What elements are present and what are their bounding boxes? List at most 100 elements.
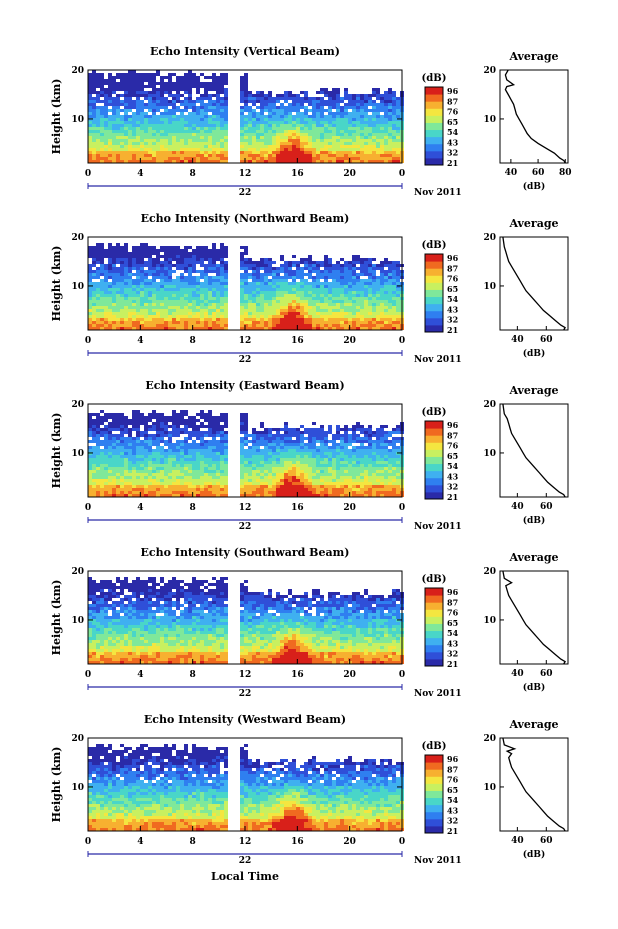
- heatmap-cell: [220, 124, 224, 127]
- heatmap-cell: [264, 303, 268, 306]
- heatmap-cell: [344, 309, 348, 312]
- heatmap-cell: [208, 416, 212, 419]
- heatmap-cell: [104, 467, 108, 470]
- heatmap-cell: [256, 121, 260, 124]
- heatmap-cell: [172, 446, 176, 449]
- heatmap-cell: [200, 118, 204, 121]
- heatmap-cell: [256, 97, 260, 100]
- heatmap-cell: [176, 76, 180, 79]
- heatmap-cell: [316, 121, 320, 124]
- heatmap-cell: [132, 318, 136, 321]
- heatmap-cell: [144, 491, 148, 494]
- heatmap-cell: [336, 88, 340, 91]
- heatmap-cell: [168, 252, 172, 255]
- heatmap-cell: [288, 142, 292, 145]
- heatmap-cell: [312, 151, 316, 154]
- colorbar-swatch: [425, 324, 443, 333]
- heatmap-cell: [200, 261, 204, 264]
- heatmap-cell: [200, 455, 204, 458]
- heatmap-cell: [176, 91, 180, 94]
- heatmap-cell: [128, 73, 132, 76]
- heatmap-cell: [196, 303, 200, 306]
- heatmap-cell: [120, 148, 124, 151]
- heatmap-cell: [152, 488, 156, 491]
- heatmap-cell: [224, 452, 228, 455]
- heatmap-cell: [152, 494, 156, 497]
- heatmap-cell: [168, 73, 172, 76]
- heatmap-cell: [168, 276, 172, 279]
- heatmap-cell: [184, 470, 188, 473]
- heatmap-cell: [148, 249, 152, 252]
- heatmap-cell: [128, 297, 132, 300]
- heatmap-cell: [112, 79, 116, 82]
- heatmap-cell: [120, 431, 124, 434]
- heatmap-cell: [336, 151, 340, 154]
- heatmap-cell: [104, 115, 108, 118]
- heatmap-cell: [160, 437, 164, 440]
- heatmap-cell: [112, 291, 116, 294]
- heatmap-cell: [132, 100, 136, 103]
- heatmap-cell: [192, 419, 196, 422]
- heatmap-cell: [340, 148, 344, 151]
- heatmap-cell: [356, 288, 360, 291]
- heatmap-cell: [328, 136, 332, 139]
- heatmap-cell: [216, 276, 220, 279]
- heatmap-cell: [168, 249, 172, 252]
- heatmap-cell: [308, 133, 312, 136]
- heatmap-cell: [356, 142, 360, 145]
- heatmap-cell: [308, 309, 312, 312]
- heatmap-cell: [276, 157, 280, 160]
- heatmap-cell: [220, 461, 224, 464]
- heatmap-cell: [176, 413, 180, 416]
- heatmap-cell: [252, 276, 256, 279]
- heatmap-cell: [140, 112, 144, 115]
- heatmap-cell: [192, 103, 196, 106]
- heatmap-cell: [148, 324, 152, 327]
- heatmap-cell: [108, 273, 112, 276]
- heatmap-cell: [276, 151, 280, 154]
- heatmap-cell: [132, 261, 136, 264]
- heatmap-cell: [104, 121, 108, 124]
- heatmap-cell: [96, 461, 100, 464]
- heatmap-cell: [160, 294, 164, 297]
- heatmap-cell: [300, 312, 304, 315]
- heatmap-cell: [156, 455, 160, 458]
- heatmap-cell: [364, 309, 368, 312]
- heatmap-cell: [112, 437, 116, 440]
- heatmap-cell: [136, 291, 140, 294]
- heatmap-cell: [348, 154, 352, 157]
- heatmap-cell: [248, 455, 252, 458]
- heatmap-cell: [256, 106, 260, 109]
- heatmap-cell: [192, 139, 196, 142]
- heatmap-cell: [380, 139, 384, 142]
- heatmap-cell: [328, 309, 332, 312]
- heatmap-cell: [124, 282, 128, 285]
- heatmap-cell: [392, 160, 396, 163]
- heatmap-cell: [140, 249, 144, 252]
- heatmap-cell: [180, 160, 184, 163]
- heatmap-cell: [156, 145, 160, 148]
- heatmap-cell: [252, 109, 256, 112]
- heatmap-cell: [208, 94, 212, 97]
- heatmap-cell: [248, 470, 252, 473]
- heatmap-cell: [308, 273, 312, 276]
- heatmap-cell: [88, 246, 92, 249]
- heatmap-cell: [384, 115, 388, 118]
- heatmap-cell: [284, 154, 288, 157]
- heatmap-cell: [116, 133, 120, 136]
- heatmap-cell: [220, 464, 224, 467]
- heatmap-cell: [388, 109, 392, 112]
- heatmap-cell: [360, 97, 364, 100]
- heatmap-cell: [276, 327, 280, 330]
- heatmap-cell: [204, 324, 208, 327]
- heatmap-cell: [160, 255, 164, 258]
- heatmap-cell: [164, 473, 168, 476]
- heatmap-cell: [196, 464, 200, 467]
- heatmap-cell: [356, 297, 360, 300]
- heatmap-cell: [128, 97, 132, 100]
- heatmap-cell: [176, 482, 180, 485]
- heatmap-cell: [164, 76, 168, 79]
- heatmap-cell: [280, 121, 284, 124]
- heatmap-cell: [208, 303, 212, 306]
- heatmap-cell: [88, 291, 92, 294]
